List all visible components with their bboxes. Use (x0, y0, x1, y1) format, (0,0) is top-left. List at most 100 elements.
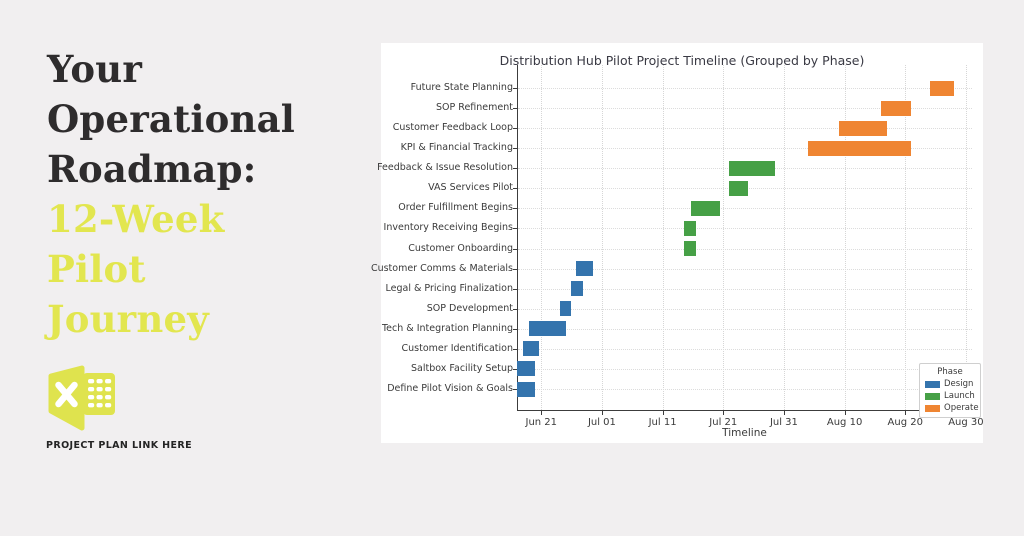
x-tick-mark (905, 411, 907, 415)
legend-swatch-launch (925, 392, 940, 400)
y-axis-spine (517, 65, 518, 410)
y-tick-mark (513, 148, 517, 150)
task-label: Legal & Pricing Finalization (385, 282, 514, 294)
y-gridline (518, 288, 972, 290)
x-tick-label: Aug 10 (826, 417, 863, 428)
title-line-3: Roadmap: (47, 147, 257, 191)
legend-entry: Design (925, 379, 975, 389)
x-tick-label: Aug 30 (948, 417, 984, 428)
task-label: Customer Feedback Loop (392, 122, 513, 134)
y-tick-mark (513, 88, 517, 89)
legend-swatch-operate (925, 404, 940, 412)
x-tick-mark (783, 411, 785, 415)
task-label: VAS Services Pilot (428, 182, 513, 194)
x-tick-mark (723, 411, 725, 415)
y-tick-mark (513, 248, 517, 250)
plot-area: Jun 21 Jul 01 Jul 11 Jul 21 Jul 31 Aug 10 Aug … (371, 65, 984, 428)
gantt-chart-panel: Distribution Hub Pilot Project Timeline … (371, 43, 984, 443)
task-label: Future State Planning (410, 82, 513, 93)
x-tick-label: Jul 11 (648, 417, 677, 428)
x-axis-spine (517, 410, 973, 411)
y-gridline (518, 389, 972, 391)
title-line-5: Pilot (47, 247, 146, 291)
gantt-bar (729, 180, 748, 196)
x-tick-mark (662, 411, 664, 415)
gantt-bar (684, 241, 696, 257)
task-label: SOP Development (426, 302, 513, 314)
y-tick-mark (513, 389, 517, 391)
y-gridline (518, 228, 972, 230)
chart-legend: Phase Design Launch Operate (919, 363, 981, 418)
y-tick-mark (513, 348, 517, 350)
task-label: Tech & Integration Planning (381, 322, 513, 334)
x-tick-label: Jul 01 (587, 417, 616, 428)
gantt-bar (684, 220, 696, 236)
x-gridline (541, 65, 543, 410)
x-gridline (905, 65, 907, 410)
y-tick-mark (513, 128, 517, 130)
x-tick-mark (844, 411, 846, 415)
x-tick-mark (601, 411, 603, 415)
y-gridline (518, 128, 972, 130)
task-label: Saltbox Facility Setup (411, 362, 513, 374)
task-label: Customer Identification (401, 342, 513, 354)
y-tick-mark (513, 328, 517, 330)
y-tick-mark (513, 288, 517, 290)
y-gridline (518, 208, 972, 210)
x-gridline (662, 65, 664, 410)
gantt-bar (570, 281, 583, 297)
y-tick-mark (513, 188, 517, 190)
project-plan-link[interactable]: PROJECT PLAN LINK HERE (46, 364, 226, 451)
x-tick-label: Jul 31 (769, 417, 798, 428)
task-label: Inventory Receiving Begins (383, 222, 513, 234)
y-gridline (518, 308, 972, 310)
legend-label: Design (944, 379, 974, 389)
excel-spreadsheet-icon[interactable] (46, 364, 116, 434)
y-tick-mark (513, 108, 517, 110)
y-tick-mark (513, 368, 517, 370)
y-gridline (518, 88, 972, 89)
legend-entry: Operate (925, 403, 979, 413)
slide-title-block: Your Operational Roadmap: 12-Week Pilot … (47, 44, 367, 344)
y-gridline (518, 108, 972, 110)
y-gridline (518, 368, 972, 370)
gantt-bar (529, 321, 566, 337)
legend-label: Operate (944, 403, 979, 413)
x-gridline (965, 65, 967, 410)
y-gridline (518, 348, 972, 350)
task-label: KPI & Financial Tracking (400, 142, 513, 154)
y-gridline (518, 328, 972, 330)
x-gridline (723, 65, 725, 410)
y-tick-mark (513, 208, 517, 210)
x-tick-mark (541, 411, 543, 415)
gantt-bar (838, 120, 888, 136)
task-label: SOP Refinement (436, 102, 513, 114)
x-tick-label: Jul 21 (709, 417, 738, 428)
gantt-bar (729, 160, 776, 176)
x-tick-label: Jun 21 (525, 417, 558, 428)
y-gridline (518, 268, 972, 270)
task-label: Feedback & Issue Resolution (377, 162, 513, 174)
x-gridline (844, 65, 846, 410)
title-line-1: Your (47, 47, 143, 91)
gantt-bar (929, 80, 954, 96)
gantt-bar (690, 200, 721, 216)
x-gridline (783, 65, 785, 410)
legend-title: Phase (937, 367, 963, 377)
project-plan-link-caption[interactable]: PROJECT PLAN LINK HERE (46, 440, 193, 451)
legend-label: Launch (944, 391, 975, 401)
x-gridline (601, 65, 603, 410)
gantt-bar (523, 341, 540, 357)
task-label: Order Fulfillment Begins (398, 202, 513, 214)
task-label: Customer Comms & Materials (370, 262, 513, 274)
x-axis-title: Timeline (722, 427, 767, 439)
gantt-bar (881, 100, 912, 116)
task-label: Define Pilot Vision & Goals (387, 383, 513, 395)
legend-entry: Launch (925, 391, 975, 401)
gantt-bar (517, 381, 535, 397)
y-gridline (518, 148, 972, 150)
gantt-bar (560, 301, 571, 317)
y-tick-mark (513, 228, 517, 230)
gantt-bar (808, 140, 912, 156)
y-tick-mark (513, 308, 517, 310)
